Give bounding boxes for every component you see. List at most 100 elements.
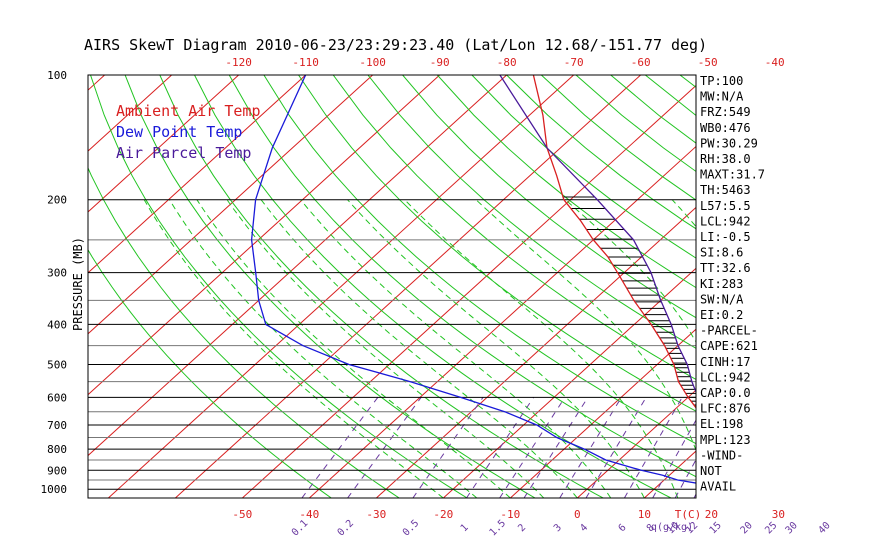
pressure-tick-label: 500 <box>47 359 67 372</box>
grid-lines <box>88 75 870 498</box>
index-item: SI:8.6 <box>700 246 743 260</box>
pressure-tick-label: 900 <box>47 464 67 477</box>
mixing-ratio-line <box>585 397 647 498</box>
index-item: WB0:476 <box>700 121 751 135</box>
isotherm-line <box>242 84 696 498</box>
legend-entry: Ambient Air Temp <box>116 102 261 120</box>
index-item: CINH:17 <box>700 355 751 369</box>
legend: Ambient Air Temp Dew Point Temp Air Parcel… <box>116 102 261 162</box>
isotherm-line <box>88 75 172 152</box>
moist-adiabat-line <box>565 199 696 343</box>
top-temp-tick-label: -90 <box>430 56 450 69</box>
index-item: RH:38.0 <box>700 152 751 166</box>
isotherm-line <box>88 75 306 274</box>
isotherm-line <box>88 75 239 213</box>
moist-adiabat-line <box>845 200 862 498</box>
index-item: FRZ:549 <box>700 105 751 119</box>
isotherm-line <box>88 75 105 91</box>
dry-adiabat-line <box>88 166 400 498</box>
pressure-tick-label: 800 <box>47 443 67 456</box>
dry-adiabat-line <box>784 75 870 498</box>
mixing-ratio-label: 20 <box>739 520 755 536</box>
top-temp-tick-label: -50 <box>698 56 718 69</box>
isotherm-line <box>845 75 870 498</box>
isotherm-line <box>577 389 696 498</box>
moist-adiabat-line <box>260 199 578 498</box>
legend-entry: Dew Point Temp <box>116 123 242 141</box>
dry-adiabat-line <box>819 75 870 498</box>
isotherm-line <box>510 328 696 498</box>
dry-adiabat-line <box>298 75 696 412</box>
isotherm-line <box>88 75 373 335</box>
top-temp-tick-label: -70 <box>564 56 584 69</box>
profile-series <box>250 75 696 484</box>
top-temp-tick-label: -110 <box>292 56 319 69</box>
index-item: LI:-0.5 <box>700 230 751 244</box>
mixing-ratio-unit: q(g/kg) <box>651 522 693 533</box>
dry-adiabat-line <box>471 75 696 259</box>
index-item: LFC:876 <box>700 402 751 416</box>
index-item: -WIND- <box>700 448 743 462</box>
index-item: TT:32.6 <box>700 261 751 275</box>
dry-adiabat-line <box>90 75 468 498</box>
mixing-ratio-label: 3 <box>552 522 564 534</box>
index-item: MW:N/A <box>700 90 744 104</box>
bottom-temp-tick-label: -40 <box>299 508 319 521</box>
top-temp-tick-label: -80 <box>497 56 517 69</box>
index-item: -PARCEL- <box>700 324 758 338</box>
index-item: SW:N/A <box>700 292 744 306</box>
dry-adiabat-line <box>228 75 696 478</box>
index-item: AVAIL <box>700 480 736 494</box>
bottom-temp-tick-label: -30 <box>366 508 386 521</box>
pressure-tick-label: 700 <box>47 419 67 432</box>
mixing-ratio-label: 4 <box>578 522 590 534</box>
bottom-temp-tick-label: -50 <box>232 508 252 521</box>
pressure-tick-label: 100 <box>47 69 67 82</box>
top-temp-tick-label: -120 <box>225 56 252 69</box>
pressure-tick-label: 300 <box>47 267 67 280</box>
mixing-ratio-line <box>499 397 566 498</box>
mixing-ratio-line <box>301 397 379 498</box>
pressure-tick-label: 400 <box>47 318 67 331</box>
ambient-air-temp-line <box>532 75 696 409</box>
moist-adiabat-line <box>143 199 444 498</box>
dry-adiabat-line <box>853 75 870 498</box>
index-item: L57:5.5 <box>700 199 751 213</box>
index-item: EL:198 <box>700 417 743 431</box>
mixing-ratio-label: 1.5 <box>488 518 509 539</box>
bottom-axis-unit: T(C) <box>675 508 702 521</box>
isotherm-line <box>778 75 870 498</box>
mixing-ratio-label: 30 <box>784 520 800 536</box>
mixing-ratio-line <box>794 397 841 498</box>
mixing-ratio-label: 2 <box>516 522 528 534</box>
isotherm-line <box>88 75 507 457</box>
mixing-ratio-line <box>748 397 798 498</box>
dry-adiabat-line <box>263 75 696 445</box>
isotherm-line <box>88 75 440 396</box>
index-item: TH:5463 <box>700 183 751 197</box>
bottom-temp-tick-label: 0 <box>574 508 581 521</box>
dry-adiabat-line <box>749 75 870 498</box>
mixing-ratio-line <box>347 397 422 498</box>
moist-adiabat-line <box>196 199 511 498</box>
index-item: MPL:123 <box>700 433 751 447</box>
index-item: KI:283 <box>700 277 743 291</box>
mixing-ratio-label: 15 <box>708 520 724 536</box>
mixing-ratio-label: 0.1 <box>290 518 311 539</box>
y-axis-label: PRESSURE (MB) <box>71 237 85 331</box>
mixing-ratio-line <box>466 397 535 498</box>
top-temp-tick-label: -100 <box>359 56 386 69</box>
index-item: MAXT:31.7 <box>700 168 765 182</box>
index-item: LCL:942 <box>700 370 751 384</box>
index-item: TP:100 <box>700 74 743 88</box>
pressure-tick-label: 200 <box>47 194 67 207</box>
mixing-ratio-line <box>523 397 589 498</box>
air-parcel-temp-line <box>499 75 696 394</box>
dry-adiabat-line <box>124 75 536 498</box>
pressure-tick-label: 600 <box>47 391 67 404</box>
mixing-ratio-label: 0.2 <box>336 518 357 539</box>
bottom-temp-tick-label: -20 <box>433 508 453 521</box>
moist-adiabat-line <box>777 200 813 498</box>
